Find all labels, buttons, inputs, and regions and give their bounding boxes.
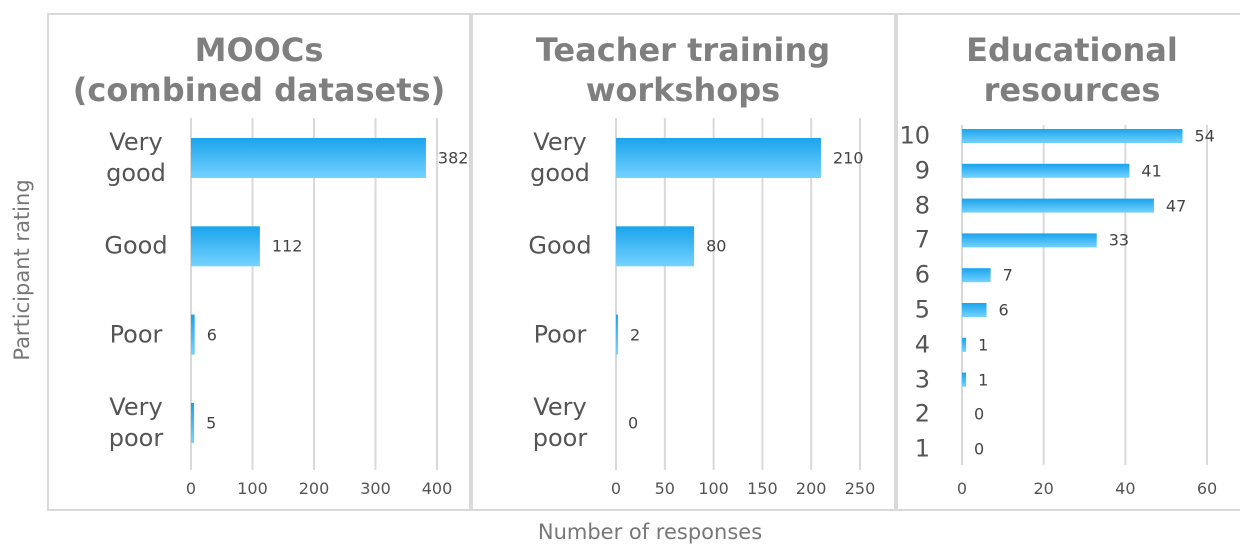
category-label: 6 — [914, 260, 930, 289]
category-label: Poor — [533, 320, 587, 349]
bar — [962, 372, 967, 387]
category-label: Very poor — [108, 392, 164, 452]
bar — [962, 129, 1183, 143]
category-label: 7 — [914, 225, 930, 254]
x-tick-label: 200 — [298, 479, 330, 498]
bar — [616, 138, 821, 178]
value-label: 0 — [628, 413, 639, 433]
bar — [962, 303, 987, 317]
category-label: 10 — [899, 121, 930, 150]
value-label: 5 — [206, 413, 217, 433]
value-label: 382 — [437, 148, 469, 168]
bar — [191, 402, 195, 443]
x-tick-label: 300 — [360, 479, 391, 498]
x-tick-label: 100 — [237, 479, 268, 498]
panel-border — [47, 13, 471, 511]
x-tick-label: 200 — [795, 479, 827, 498]
value-label: 1 — [978, 370, 989, 390]
category-label: Very good — [530, 128, 590, 187]
bar — [191, 138, 426, 178]
x-tick-label: 40 — [1115, 479, 1136, 498]
bar — [962, 268, 991, 283]
bar — [962, 198, 1154, 213]
value-label: 33 — [1108, 230, 1130, 250]
panel-border — [896, 13, 1240, 511]
bar — [191, 226, 260, 267]
category-label: 8 — [914, 191, 930, 220]
x-tick-label: 150 — [747, 479, 778, 498]
y-axis-label: Participant rating — [10, 179, 34, 361]
x-tick-label: 400 — [421, 479, 453, 498]
value-label: 7 — [1002, 265, 1013, 285]
category-label: 9 — [914, 156, 930, 185]
value-label: 2 — [629, 325, 641, 345]
panel-title: Educational resources — [966, 31, 1178, 109]
panel-title: Teacher training workshops — [535, 31, 831, 109]
category-label: 5 — [914, 295, 930, 324]
category-label: Very poor — [532, 392, 588, 452]
x-tick-label: 0 — [956, 479, 968, 498]
x-tick-label: 60 — [1196, 479, 1218, 498]
category-label: 2 — [914, 399, 930, 428]
category-label: 3 — [914, 365, 930, 394]
value-label: 0 — [974, 404, 985, 424]
bar — [962, 163, 1130, 178]
value-label: 47 — [1165, 196, 1187, 216]
value-label: 54 — [1194, 126, 1215, 146]
x-tick-label: 0 — [185, 479, 197, 498]
panel-title: MOOCs (combined datasets) — [72, 31, 446, 109]
bar — [616, 226, 695, 267]
x-tick-label: 100 — [698, 479, 729, 498]
x-axis-label: Number of responses — [537, 520, 763, 544]
category-label: 1 — [914, 434, 930, 463]
x-tick-label: 0 — [610, 479, 622, 498]
x-tick-label: 20 — [1033, 479, 1054, 498]
bar — [191, 314, 195, 355]
category-label: 4 — [914, 330, 930, 359]
category-label: Good — [528, 231, 592, 260]
bar — [962, 233, 1097, 248]
value-label: 41 — [1141, 161, 1162, 181]
value-label: 6 — [998, 300, 1009, 320]
value-label: 80 — [706, 236, 727, 256]
value-label: 6 — [206, 325, 217, 345]
panel-border — [471, 13, 896, 511]
value-label: 112 — [271, 236, 303, 256]
value-label: 210 — [832, 148, 864, 168]
value-label: 0 — [974, 439, 985, 459]
category-label: Poor — [109, 320, 163, 349]
x-tick-label: 250 — [844, 479, 876, 498]
bar — [616, 314, 618, 355]
category-label: Very good — [106, 128, 166, 187]
value-label: 1 — [978, 335, 989, 355]
category-label: Good — [104, 231, 168, 260]
x-tick-label: 50 — [654, 479, 675, 498]
bar — [962, 337, 967, 352]
